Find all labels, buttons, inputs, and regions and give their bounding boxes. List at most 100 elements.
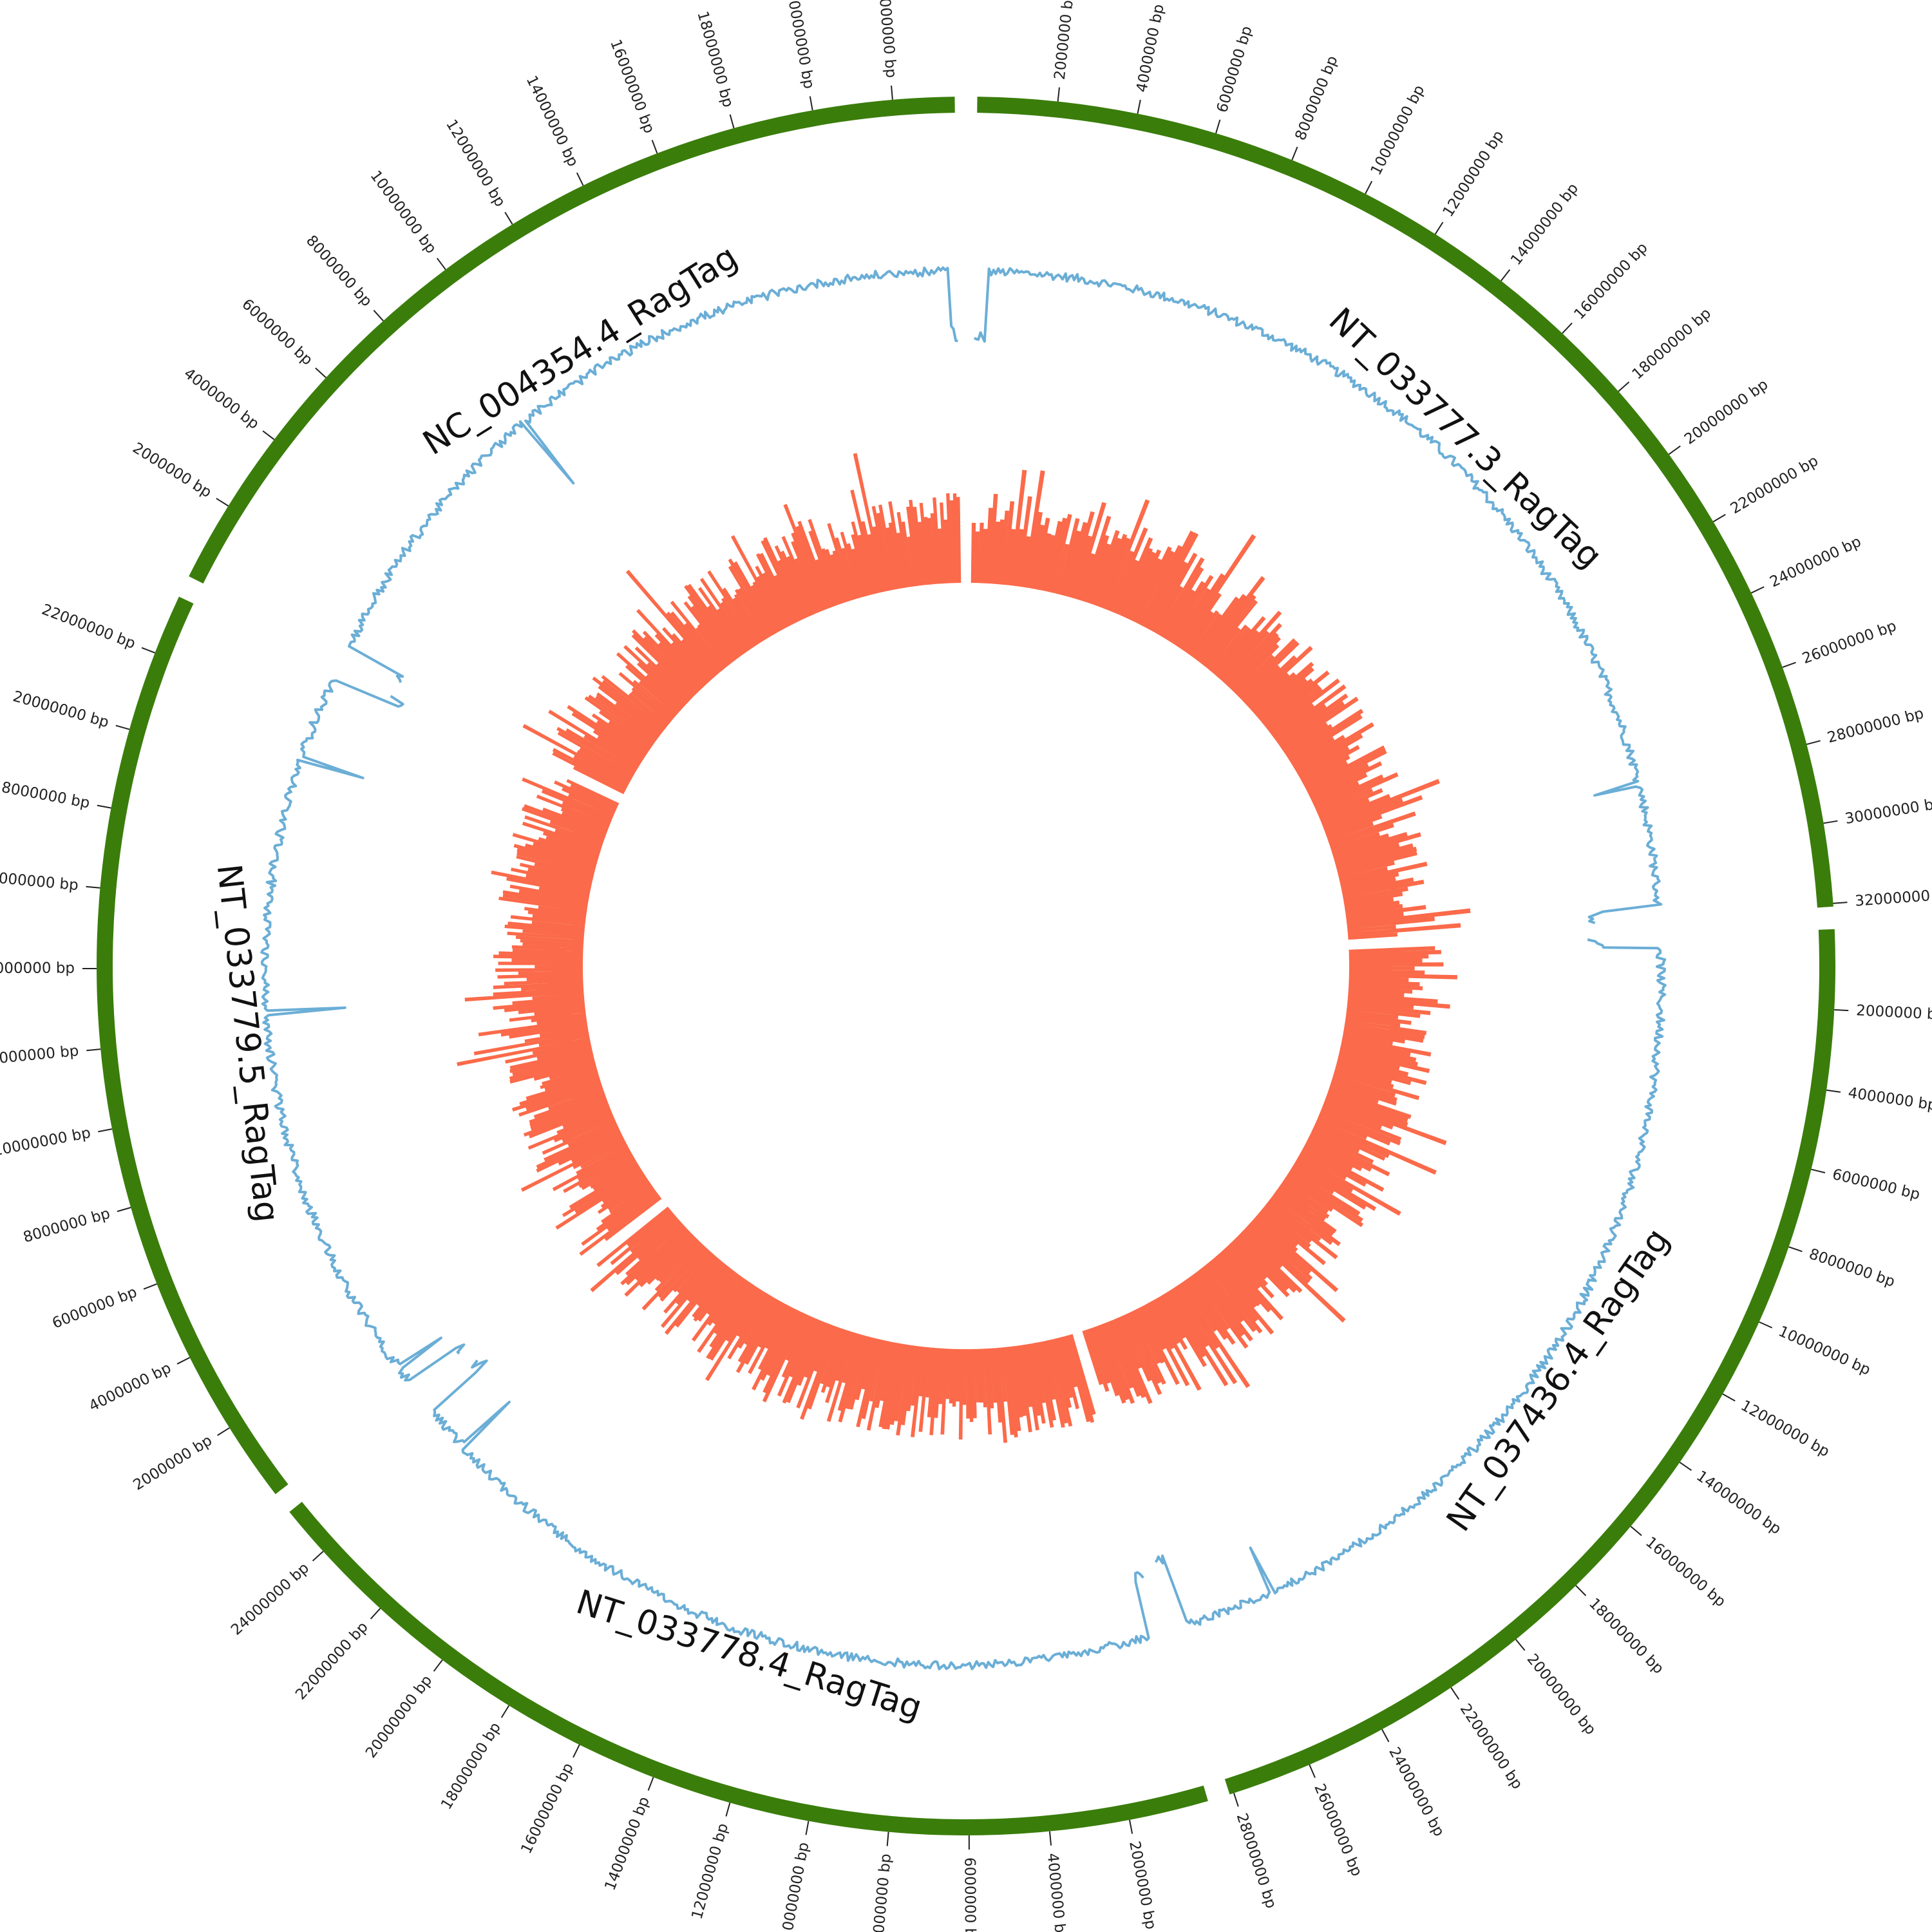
tick-label: 18000000 bp — [694, 10, 736, 109]
tick-mark — [143, 1283, 157, 1290]
chromosome-ideogram-ring — [96, 97, 1835, 1835]
tick-mark — [1575, 1585, 1587, 1596]
depth-bars-nt-033778-4-ragtag — [590, 1206, 1096, 1443]
depth-bars-nt-033779-5-ragtag — [457, 777, 662, 1256]
tick-label: 18000000 bp — [438, 1719, 504, 1812]
tick-mark — [1722, 1393, 1736, 1402]
tick-label: 14000000 bp — [1693, 1468, 1784, 1538]
tick-label: 22000000 bp — [292, 1619, 372, 1703]
tick-mark — [216, 498, 229, 507]
gc-line-nc-004354-4-ragtag — [348, 266, 958, 683]
tick-mark — [1833, 902, 1848, 904]
tick-label: 8000000 bp — [870, 1853, 895, 1932]
tick-label: 12000000 bp — [1738, 1397, 1832, 1461]
tick-label: 2000000 bp — [1126, 1840, 1159, 1931]
tick-mark — [1365, 180, 1373, 194]
tick-label: 12000000 bp — [442, 117, 508, 210]
tick-label: 6000000 bp — [1831, 1166, 1922, 1204]
tick-label: 20000000 bp — [1681, 376, 1771, 448]
tick-label: 12000000 bp — [1440, 128, 1508, 220]
tick-mark — [315, 367, 327, 379]
tick-mark — [651, 140, 658, 154]
tick-mark — [1562, 322, 1573, 334]
tick-mark — [1823, 820, 1838, 824]
tick-label: 14000000 bp — [601, 1795, 652, 1893]
tick-label: 4000000 bp — [1847, 1084, 1932, 1114]
tick-mark — [1630, 1526, 1642, 1537]
tick-label: 12000000 bp — [0, 1043, 80, 1069]
tick-mark — [1291, 146, 1298, 160]
tick-label: 12000000 bp — [688, 1821, 732, 1921]
tick-label: 14000000 bp — [0, 960, 75, 977]
tick-label: 18000000 bp — [0, 777, 91, 811]
tick-mark — [370, 1607, 381, 1620]
depth-bars-nt-033777-3-ragtag — [971, 469, 1471, 940]
tick-label: 16000000 bp — [1571, 240, 1651, 323]
tick-mark — [1618, 381, 1630, 392]
chromosome-labels: NT_033777.3_RagTagNT_037436.4_RagTagNT_0… — [209, 238, 1677, 1728]
tick-mark — [176, 1357, 191, 1365]
tick-mark — [886, 1832, 889, 1846]
chromosome-label-nt-033778-4-ragtag: NT_033778.4_RagTag — [572, 1583, 927, 1728]
tick-mark — [1434, 222, 1444, 235]
tick-mark — [1806, 740, 1821, 745]
tick-label: 10000000 bp — [1776, 1323, 1873, 1379]
gc-line-track — [260, 266, 1667, 1671]
tick-label: 20000000 bp — [1524, 1651, 1599, 1738]
tick-mark — [1826, 1089, 1841, 1093]
tick-label: 4000000 bp — [1133, 3, 1168, 93]
tick-mark — [809, 96, 813, 111]
tick-mark — [1788, 1246, 1803, 1253]
tick-mark — [805, 1821, 810, 1835]
tick-mark — [1782, 661, 1796, 668]
tick-mark — [576, 172, 584, 186]
tick-mark — [500, 1705, 510, 1718]
tick-mark — [141, 647, 155, 654]
tick-label: 18000000 bp — [1586, 1595, 1667, 1678]
tick-mark — [217, 1427, 230, 1436]
tick-label: 20000000 bp — [11, 688, 111, 732]
tick-mark — [117, 1207, 131, 1213]
chromosome-label-nt-033779-5-ragtag: NT_033779.5_RagTag — [209, 862, 286, 1224]
tick-mark — [1048, 1831, 1052, 1846]
tick-label: 4000000 bp — [180, 365, 261, 433]
tick-mark — [647, 1777, 654, 1791]
tick-label: 16000000 bp — [518, 1761, 577, 1857]
ideogram-segment-nt-033778-4-ragtag[interactable] — [289, 1502, 1208, 1835]
tick-label: 18000000 bp — [1629, 305, 1714, 383]
tick-mark — [1309, 1764, 1316, 1778]
tick-label: 22000000 bp — [39, 601, 138, 653]
gc-line-nt-037436-4-ragtag — [1154, 938, 1667, 1626]
ideogram-segment-nc-004354-4-ragtag[interactable] — [189, 97, 955, 584]
tick-mark — [725, 1803, 731, 1817]
tick-label: 8000000 bp — [21, 1205, 112, 1246]
tick-mark — [436, 258, 446, 270]
tick-mark — [312, 1551, 324, 1562]
ideogram-segment-nt-037436-4-ragtag[interactable] — [1224, 929, 1835, 1795]
tick-mark — [1215, 119, 1221, 134]
gc-line-nt-033778-4-ragtag — [433, 1359, 1150, 1671]
tick-label: 8000000 bp — [1807, 1245, 1897, 1291]
depth-bars-nc-004354-4-ragtag — [522, 453, 961, 795]
ideogram-segment-nt-033777-3-ragtag[interactable] — [977, 97, 1833, 908]
tick-label: 8000000 bp — [303, 232, 375, 310]
depth-bars-nt-037436-4-ragtag — [1082, 946, 1457, 1405]
gc-line-nt-033779-5-ragtag — [260, 679, 466, 1382]
tick-label: 2000000 bp — [131, 1432, 216, 1494]
tick-label: 10000000 bp — [0, 1124, 92, 1159]
tick-label: 10000000 bp — [778, 1841, 812, 1932]
tick-label: 2000000 bp — [1052, 0, 1078, 80]
tick-label: 10000000 bp — [367, 167, 440, 257]
tick-label: 14000000 bp — [523, 73, 582, 169]
tick-label: 2000000 bp — [1856, 1002, 1932, 1023]
tick-mark — [504, 212, 513, 225]
gc-line-nt-033777-3-ragtag — [973, 267, 1663, 925]
tick-label: 16000000 bp — [0, 868, 79, 894]
tick-label: 28000000 bp — [1826, 705, 1926, 746]
tick-label: 4000000 bp — [1044, 1852, 1069, 1932]
tick-label: 20000000 bp — [783, 0, 817, 90]
tick-mark — [433, 1660, 443, 1672]
tick-mark — [573, 1744, 580, 1758]
